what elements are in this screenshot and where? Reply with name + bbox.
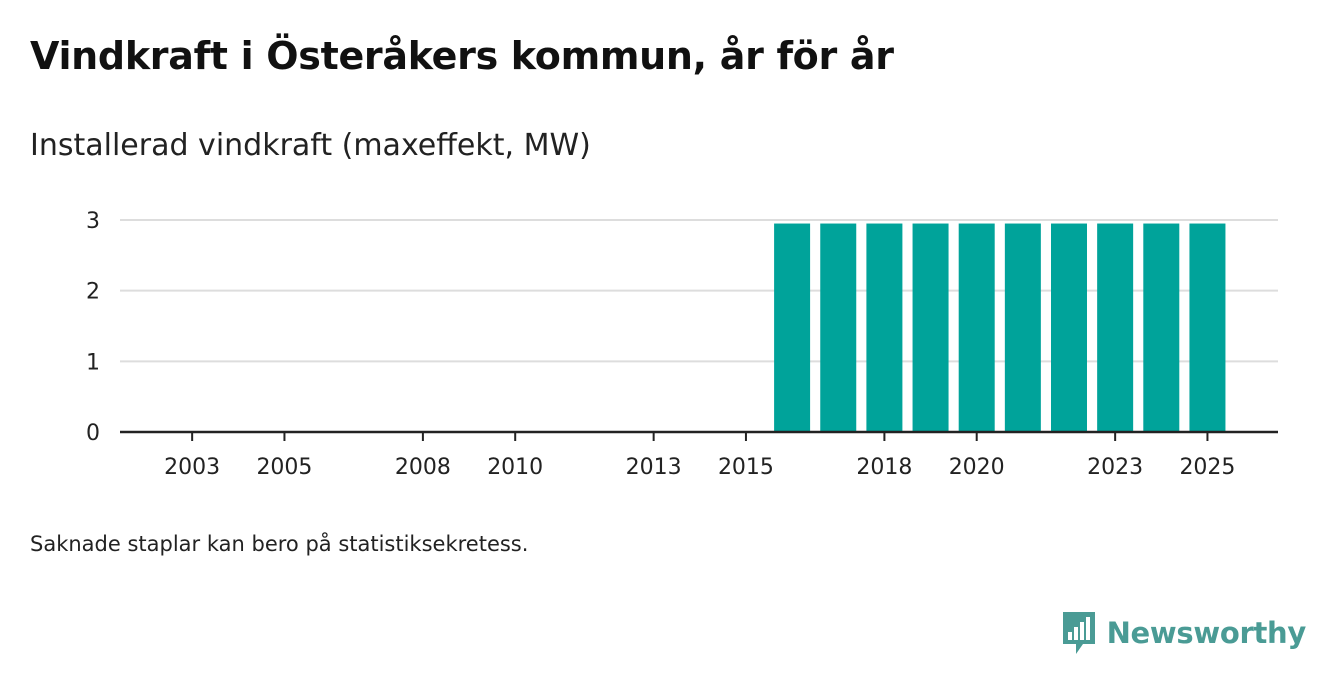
bars bbox=[774, 223, 1226, 432]
x-tick-label: 2023 bbox=[1087, 455, 1143, 480]
x-tick-label: 2003 bbox=[164, 455, 220, 480]
bar-2023 bbox=[1097, 223, 1134, 432]
x-tick-label: 2018 bbox=[856, 455, 912, 480]
bar-2018 bbox=[866, 223, 903, 432]
bar-2024 bbox=[1143, 223, 1180, 432]
x-tick-label: 2005 bbox=[256, 455, 312, 480]
x-tick-label: 2013 bbox=[626, 455, 682, 480]
chart-title: Vindkraft i Österåkers kommun, år för år bbox=[30, 34, 894, 78]
bar-chart: 0 1 2 3 2003 2005 2008 2010 2013 2015 2018 2020 2023… bbox=[86, 209, 1278, 480]
bar-2021 bbox=[1004, 223, 1041, 432]
newsworthy-brand[interactable]: Newsworthy bbox=[1061, 610, 1306, 656]
y-tick-label: 0 bbox=[86, 421, 100, 446]
newsworthy-logo-icon bbox=[1062, 612, 1095, 654]
bar-2019 bbox=[912, 223, 949, 432]
y-tick-label: 2 bbox=[86, 280, 100, 305]
x-tick-label: 2025 bbox=[1179, 455, 1235, 480]
bar-2020 bbox=[958, 223, 995, 432]
x-tick-label: 2010 bbox=[487, 455, 543, 480]
y-tick-label: 3 bbox=[86, 209, 100, 234]
x-tick-label: 2015 bbox=[718, 455, 774, 480]
footnote: Saknade staplar kan bero på statistiksek… bbox=[30, 532, 529, 556]
bar-2017 bbox=[820, 223, 857, 432]
bar-2016 bbox=[774, 223, 811, 432]
chart-subtitle: Installerad vindkraft (maxeffekt, MW) bbox=[30, 128, 591, 163]
bar-2022 bbox=[1051, 223, 1087, 432]
x-tick-label: 2008 bbox=[395, 455, 451, 480]
brand-name: Newsworthy bbox=[1106, 616, 1307, 650]
bar-2025 bbox=[1189, 223, 1226, 432]
axes: 0 1 2 3 2003 2005 2008 2010 2013 2015 2018 2020 2023… bbox=[86, 209, 1278, 480]
y-tick-label: 1 bbox=[86, 350, 100, 375]
x-tick-label: 2020 bbox=[949, 455, 1005, 480]
